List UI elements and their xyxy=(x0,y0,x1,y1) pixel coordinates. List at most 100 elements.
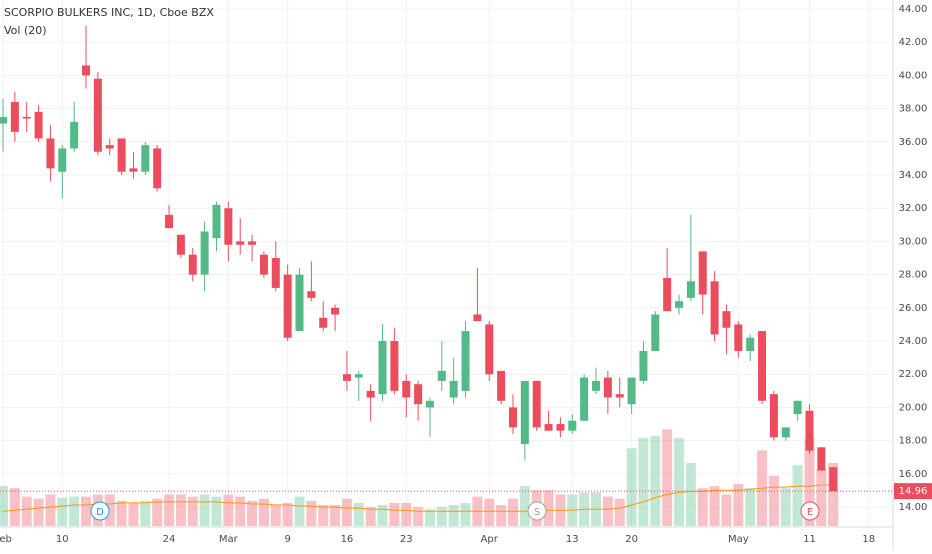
event-label: E xyxy=(807,507,813,518)
candle-body xyxy=(508,407,517,428)
candle-body xyxy=(532,380,541,428)
candle-body xyxy=(117,138,126,172)
candle-body xyxy=(544,424,553,431)
volume-bar xyxy=(377,505,388,526)
candle-body xyxy=(141,145,150,172)
volume-bar xyxy=(389,502,400,526)
candle-body xyxy=(236,241,245,245)
x-tick-label: Mar xyxy=(219,534,239,545)
candle-body xyxy=(414,384,423,405)
candle-body xyxy=(342,374,351,381)
volume-bar xyxy=(780,488,791,526)
volume-bar xyxy=(638,437,649,526)
event-label: D xyxy=(96,507,104,518)
candle-body xyxy=(734,324,743,352)
y-tick-label: 24.00 xyxy=(899,336,928,347)
candle-body xyxy=(698,251,707,295)
y-tick-label: 28.00 xyxy=(899,270,928,281)
candle-body xyxy=(34,111,43,139)
candle-body xyxy=(722,311,731,328)
x-tick-label: 24 xyxy=(163,534,176,545)
y-tick-label: 34.00 xyxy=(899,170,928,181)
candle-body xyxy=(188,254,197,275)
volume-bar xyxy=(187,496,198,526)
volume-bar xyxy=(175,494,186,526)
candle-body xyxy=(746,337,755,352)
candle-body xyxy=(758,331,767,401)
candle-body xyxy=(603,377,612,398)
candle-body xyxy=(283,274,292,338)
x-tick-label: 23 xyxy=(400,534,413,545)
volume-bar xyxy=(650,435,661,526)
candle-body xyxy=(271,258,280,288)
candle-body xyxy=(105,145,114,149)
volume-bar xyxy=(199,494,210,526)
candle-body xyxy=(129,168,138,172)
candle-body xyxy=(651,314,660,352)
event-marker xyxy=(527,501,547,521)
volume-bar xyxy=(258,498,269,526)
candle-body xyxy=(22,116,31,119)
candle-body xyxy=(248,241,257,245)
candle-body xyxy=(319,317,328,328)
volume-bar xyxy=(662,429,673,526)
x-tick-label: Feb xyxy=(0,534,12,545)
volume-bar xyxy=(614,498,625,526)
x-tick-label: 20 xyxy=(625,534,638,545)
candle-body xyxy=(378,341,387,395)
volume-bar xyxy=(247,500,258,526)
x-tick-label: 18 xyxy=(862,534,875,545)
volume-bar xyxy=(436,507,447,526)
event-marker xyxy=(90,501,110,521)
candle-body xyxy=(212,204,221,239)
chart-title: SCORPIO BULKERS INC, 1D, Cboe BZX xyxy=(4,6,214,19)
candle-body xyxy=(176,234,185,255)
candle-body xyxy=(781,427,790,438)
volume-bar xyxy=(235,496,246,526)
candle-body xyxy=(675,301,684,308)
last-price-label: 14.96 xyxy=(899,486,928,497)
volume-bar xyxy=(45,494,56,526)
candle-body xyxy=(793,400,802,415)
volume-bar xyxy=(709,486,720,526)
volume-bar xyxy=(211,496,222,526)
x-tick-label: 9 xyxy=(284,534,290,545)
volume-bar xyxy=(460,502,471,526)
volume-bar xyxy=(733,484,744,526)
candle-body xyxy=(615,394,624,398)
x-tick-label: Apr xyxy=(481,534,499,545)
candle-body xyxy=(686,281,695,298)
volume-bar xyxy=(330,505,341,526)
candle-body xyxy=(307,291,316,298)
indicator-label: Vol (20) xyxy=(4,24,47,37)
volume-bar xyxy=(424,509,435,526)
candle-body xyxy=(520,380,529,444)
y-tick-label: 40.00 xyxy=(899,70,928,81)
last-price-box xyxy=(894,483,932,500)
candle-body xyxy=(710,281,719,335)
candle-body xyxy=(473,314,482,322)
volume-bar xyxy=(140,500,151,526)
volume-bar xyxy=(401,502,412,526)
volume-bar xyxy=(745,488,756,526)
y-tick-label: 38.00 xyxy=(899,104,928,115)
volume-bar xyxy=(21,496,32,526)
y-tick-label: 32.00 xyxy=(899,203,928,214)
volume-bar xyxy=(294,496,305,526)
volume-bar xyxy=(626,448,637,526)
candle-body xyxy=(295,274,304,332)
volume-bar xyxy=(828,463,839,526)
candle-body xyxy=(10,101,19,132)
candle-body xyxy=(769,394,778,438)
candle-body xyxy=(829,467,838,492)
candle-body xyxy=(461,331,470,391)
volume-bar xyxy=(507,498,518,526)
volume-bar xyxy=(768,475,779,526)
volume-bar xyxy=(816,469,827,526)
candle-body xyxy=(817,447,826,471)
x-tick-label: 13 xyxy=(566,534,579,545)
x-tick-label: 11 xyxy=(803,534,816,545)
volume-bar xyxy=(9,488,20,526)
candle-body xyxy=(224,208,233,245)
volume-bar xyxy=(33,498,44,526)
